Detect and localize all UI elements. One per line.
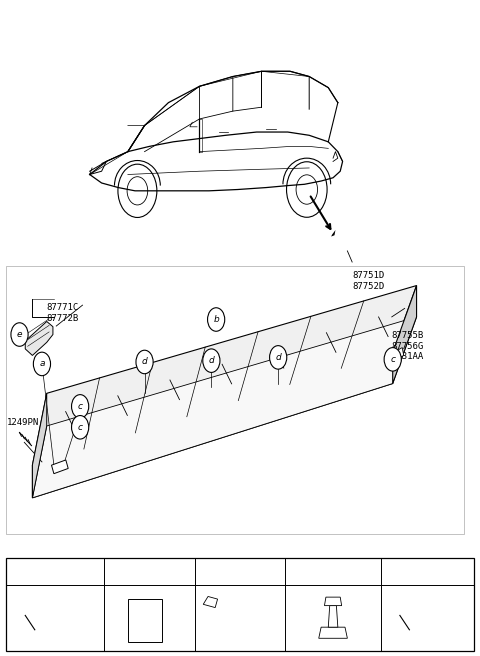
Text: c: c bbox=[78, 422, 83, 432]
Circle shape bbox=[136, 350, 153, 374]
Text: a: a bbox=[12, 573, 17, 583]
Circle shape bbox=[203, 349, 220, 373]
Text: 87759D: 87759D bbox=[221, 586, 249, 595]
Circle shape bbox=[270, 346, 287, 369]
Polygon shape bbox=[328, 605, 338, 627]
Text: 1730AA: 1730AA bbox=[325, 573, 355, 583]
Polygon shape bbox=[33, 285, 417, 465]
Text: 1243AB: 1243AB bbox=[13, 586, 41, 595]
Circle shape bbox=[11, 323, 28, 346]
Polygon shape bbox=[203, 596, 217, 607]
Text: e: e bbox=[17, 330, 22, 339]
Polygon shape bbox=[319, 627, 348, 638]
Text: b: b bbox=[110, 573, 115, 583]
Polygon shape bbox=[331, 230, 336, 237]
Circle shape bbox=[34, 352, 50, 376]
Polygon shape bbox=[393, 348, 404, 361]
Text: c: c bbox=[390, 355, 395, 364]
Text: d: d bbox=[291, 573, 297, 583]
Circle shape bbox=[72, 415, 89, 439]
Polygon shape bbox=[324, 597, 342, 605]
Text: d: d bbox=[208, 356, 214, 365]
Circle shape bbox=[207, 308, 225, 331]
Circle shape bbox=[384, 570, 395, 586]
Text: 87771C
87772B: 87771C 87772B bbox=[47, 303, 79, 323]
FancyBboxPatch shape bbox=[128, 599, 162, 642]
Polygon shape bbox=[25, 321, 53, 356]
Text: b: b bbox=[213, 315, 219, 324]
Text: d: d bbox=[276, 353, 281, 362]
Text: 1249PN: 1249PN bbox=[7, 419, 39, 427]
Polygon shape bbox=[33, 317, 417, 498]
Circle shape bbox=[198, 570, 209, 586]
Polygon shape bbox=[33, 352, 393, 498]
Circle shape bbox=[107, 570, 118, 586]
Text: 87758: 87758 bbox=[35, 594, 58, 603]
Text: 87751D
87752D: 87751D 87752D bbox=[352, 271, 384, 291]
Text: 87755B
87756G
1031AA: 87755B 87756G 1031AA bbox=[392, 331, 424, 361]
Polygon shape bbox=[33, 394, 47, 498]
Text: 1243HZ: 1243HZ bbox=[388, 586, 416, 595]
Text: c: c bbox=[201, 573, 205, 583]
Circle shape bbox=[288, 570, 300, 586]
Text: 87756J: 87756J bbox=[142, 573, 171, 583]
Circle shape bbox=[9, 570, 21, 586]
Text: 87701B: 87701B bbox=[409, 594, 437, 603]
FancyBboxPatch shape bbox=[6, 558, 474, 651]
Circle shape bbox=[384, 348, 401, 371]
Text: e: e bbox=[387, 573, 392, 583]
Text: c: c bbox=[78, 402, 83, 411]
Text: d: d bbox=[142, 358, 147, 367]
Text: a: a bbox=[39, 359, 45, 369]
Polygon shape bbox=[393, 285, 417, 384]
Circle shape bbox=[72, 395, 89, 418]
Polygon shape bbox=[51, 460, 68, 474]
Text: 1249LG: 1249LG bbox=[221, 596, 249, 605]
